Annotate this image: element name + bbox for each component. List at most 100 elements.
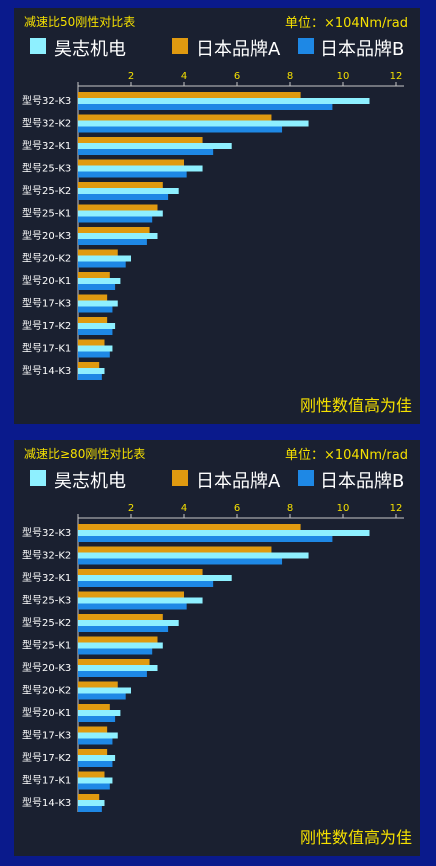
- x-tick-label: 8: [287, 71, 293, 82]
- bar: [78, 98, 370, 104]
- bar: [78, 104, 333, 110]
- bar: [78, 149, 214, 155]
- category-label: 型号32-K1: [22, 571, 71, 584]
- bar: [78, 278, 121, 284]
- bar: [78, 323, 116, 329]
- bar: [78, 665, 158, 671]
- bar: [78, 552, 309, 559]
- category-label: 型号17-K2: [22, 751, 71, 764]
- bar: [78, 194, 169, 200]
- bar: [78, 738, 113, 745]
- bar: [78, 681, 118, 688]
- bar: [78, 659, 150, 665]
- legend-label-haozhi: 昊志机电: [54, 471, 126, 492]
- category-label: 型号32-K3: [22, 94, 71, 107]
- bar: [78, 351, 110, 358]
- category-label: 型号20-K1: [22, 274, 71, 287]
- legend-swatch-brand-a: [172, 470, 188, 486]
- legend-swatch-haozhi: [30, 470, 46, 486]
- chart-panel-ratio-80: 减速比≥80刚性对比表 单位：×104Nm/rad 昊志机电 日本品牌A 日本品…: [14, 440, 420, 856]
- category-label: 型号20-K3: [22, 229, 71, 242]
- bar-chart-plot: 2 4 6 8 10 12 型号32-K3 型号32-K2 型号32-K1 型号25-K3 型号25…: [22, 71, 404, 380]
- bar: [78, 732, 118, 739]
- bar: [78, 239, 147, 245]
- category-label: 型号17-K2: [22, 319, 71, 332]
- bar: [78, 710, 121, 716]
- bar: [78, 546, 272, 553]
- category-label: 型号20-K2: [22, 252, 71, 265]
- chart-title: 减速比50刚性对比表: [24, 15, 136, 29]
- bar: [78, 716, 116, 722]
- legend-label-brand-a: 日本品牌A: [196, 471, 281, 492]
- bar: [78, 165, 203, 172]
- bar: [78, 329, 113, 335]
- bar: [78, 374, 102, 380]
- bar: [78, 210, 163, 217]
- bar: [78, 294, 108, 301]
- legend-swatch-brand-a: [172, 38, 188, 54]
- bar: [78, 143, 232, 149]
- legend-label-brand-a: 日本品牌A: [196, 39, 281, 60]
- category-label: 型号32-K3: [22, 526, 71, 539]
- x-tick-label: 8: [287, 503, 293, 514]
- unit-label: 单位：×104Nm/rad: [284, 448, 408, 463]
- bar: [78, 648, 153, 655]
- bar: [78, 794, 100, 800]
- x-tick-label: 10: [337, 503, 350, 514]
- category-label: 型号20-K1: [22, 706, 71, 719]
- bar: [78, 800, 105, 806]
- x-tick-label: 12: [390, 71, 403, 82]
- bar: [78, 755, 116, 761]
- bar: [78, 783, 110, 790]
- category-label: 型号32-K2: [22, 549, 71, 562]
- bar: [78, 300, 118, 307]
- bar: [78, 114, 272, 121]
- bar: [78, 306, 113, 313]
- x-tick-label: 2: [128, 71, 134, 82]
- bar: [78, 182, 163, 188]
- bar: [78, 726, 108, 733]
- x-tick-label: 4: [181, 71, 187, 82]
- category-label: 型号17-K3: [22, 729, 71, 742]
- bar: [78, 120, 309, 127]
- chart-note: 刚性数值高为佳: [299, 828, 412, 847]
- bar: [78, 597, 203, 604]
- category-label: 型号17-K1: [22, 774, 71, 787]
- category-label: 型号32-K2: [22, 117, 71, 130]
- bar: [78, 761, 113, 767]
- bar: [78, 255, 131, 262]
- chart-title: 减速比≥80刚性对比表: [24, 447, 146, 461]
- x-tick-label: 4: [181, 503, 187, 514]
- bar: [78, 671, 147, 677]
- bar: [78, 227, 150, 233]
- bar: [78, 603, 187, 610]
- legend-swatch-brand-b: [298, 470, 314, 486]
- category-label: 型号25-K3: [22, 162, 71, 175]
- bar: [78, 704, 110, 710]
- bar: [78, 261, 126, 268]
- chart-note: 刚性数值高为佳: [299, 396, 412, 415]
- bar: [78, 806, 102, 812]
- bar: [78, 137, 203, 143]
- bar: [78, 171, 187, 178]
- category-label: 型号17-K3: [22, 297, 71, 310]
- bar: [78, 345, 113, 352]
- x-tick-label: 6: [234, 71, 240, 82]
- category-label: 型号20-K3: [22, 661, 71, 674]
- legend-label-brand-b: 日本品牌B: [320, 471, 405, 492]
- category-label: 型号14-K3: [22, 796, 71, 809]
- bar: [78, 642, 163, 649]
- legend-label-haozhi: 昊志机电: [54, 39, 126, 60]
- bar: [78, 687, 131, 694]
- category-label: 型号25-K1: [22, 207, 71, 220]
- bar: [78, 368, 105, 374]
- legend-swatch-haozhi: [30, 38, 46, 54]
- bar: [78, 317, 108, 323]
- category-label: 型号25-K2: [22, 616, 71, 629]
- chart-panel-ratio-50: 减速比50刚性对比表 单位：×104Nm/rad 昊志机电 日本品牌A 日本品牌…: [14, 8, 420, 424]
- bar: [78, 126, 283, 133]
- bar: [78, 272, 110, 278]
- bar: [78, 626, 169, 632]
- bar: [78, 536, 333, 542]
- bar: [78, 339, 105, 346]
